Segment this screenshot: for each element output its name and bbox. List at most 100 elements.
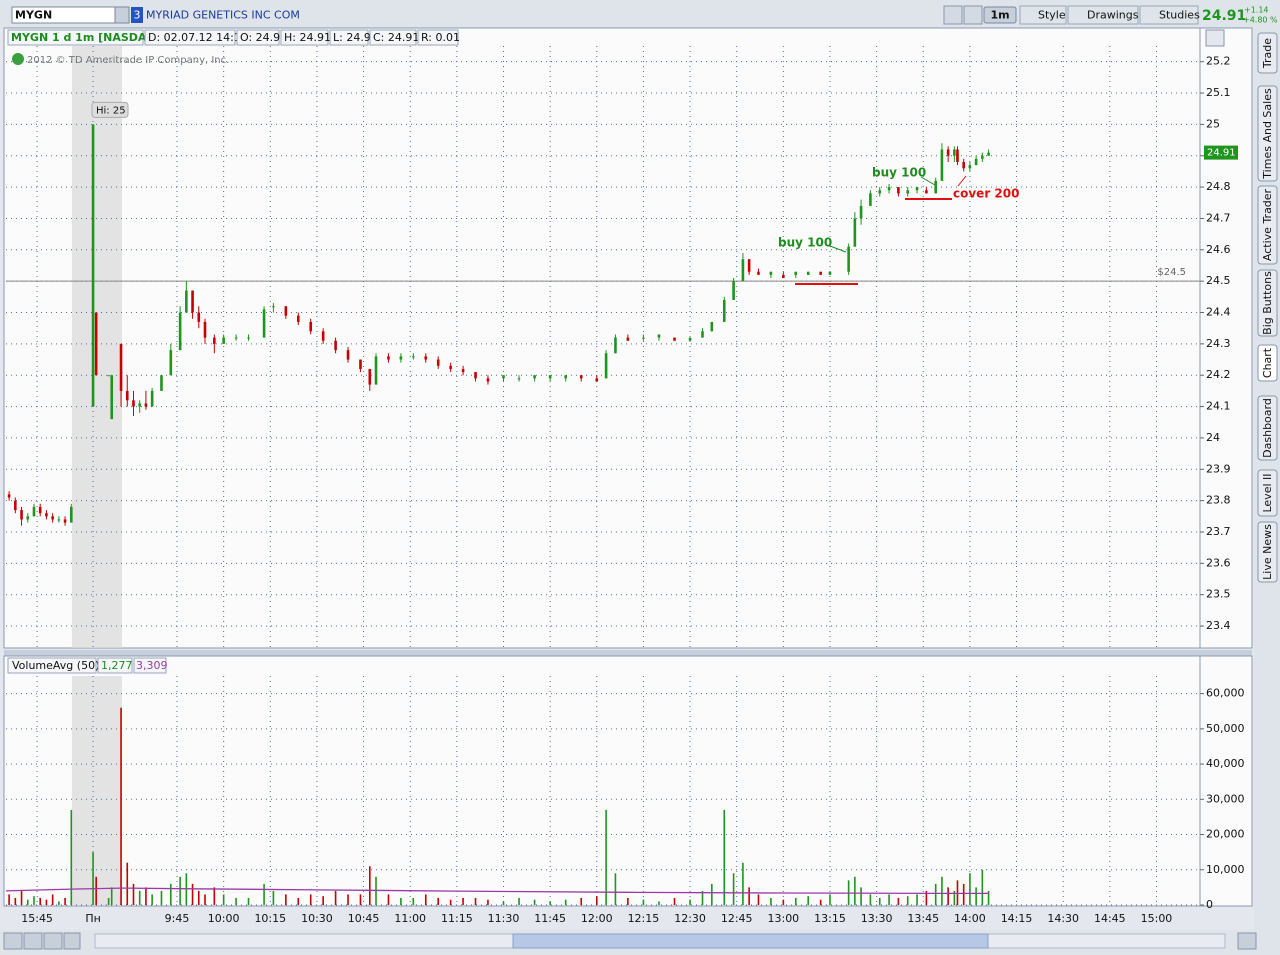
y-tick-label: 24.8	[1206, 180, 1231, 193]
x-tick-label: 10:45	[348, 912, 380, 925]
volume-bar	[33, 896, 35, 905]
info-text: R: 0.01	[421, 31, 460, 44]
zoom-in-button[interactable]	[23, 932, 43, 950]
candle-body	[424, 356, 428, 360]
studies-button[interactable]	[1139, 5, 1199, 25]
candle-body	[722, 299, 726, 322]
candle-body	[94, 312, 98, 376]
candle-body	[309, 321, 313, 332]
last-price-label: 24.91	[1207, 148, 1236, 159]
pane-splitter[interactable]	[4, 650, 1252, 656]
y-tick-label: 25.2	[1206, 55, 1231, 68]
volume-bar	[860, 887, 862, 905]
x-tick-label: 12:00	[581, 912, 613, 925]
candle-body	[110, 375, 114, 420]
side-tab[interactable]	[1257, 32, 1278, 74]
timeframe-button[interactable]	[983, 6, 1017, 24]
zoom-out-button[interactable]	[43, 932, 63, 950]
info-icon[interactable]	[12, 53, 24, 65]
tool-button[interactable]	[943, 5, 963, 25]
volume-bar	[92, 852, 94, 905]
candle-body	[934, 180, 938, 194]
volume-bar	[487, 899, 489, 905]
volume-bar	[145, 887, 147, 905]
arrow	[957, 175, 967, 187]
volume-bar	[673, 897, 676, 905]
volume-bar	[869, 894, 872, 905]
last-price-tag	[1204, 145, 1238, 160]
volume-bar	[897, 897, 900, 905]
change: +1.14	[1244, 6, 1269, 15]
candle-body	[614, 337, 617, 354]
side-tab[interactable]	[1257, 269, 1278, 337]
change-pct: +4.80 %	[1243, 16, 1278, 25]
zoom-button[interactable]	[3, 932, 23, 950]
y-tick-label: 23.8	[1206, 494, 1231, 507]
candle-body	[962, 162, 965, 169]
candle-body	[502, 375, 505, 379]
volume-bar	[107, 897, 110, 905]
volume-bar	[962, 883, 965, 905]
side-tab-label: Level II	[1261, 473, 1274, 512]
candle-body	[26, 516, 30, 520]
study-box	[7, 657, 97, 674]
dropdown[interactable]	[114, 6, 130, 24]
volume-avg-line	[5, 887, 989, 895]
pane-menu[interactable]	[1205, 29, 1225, 47]
volume-bar	[742, 862, 744, 905]
link-box[interactable]	[131, 7, 143, 23]
button-label: 1m	[990, 9, 1009, 22]
drawings-button[interactable]	[1067, 5, 1139, 25]
side-tab[interactable]	[1257, 469, 1278, 517]
volume-bar	[723, 809, 726, 905]
y-tick-label: 0	[1206, 898, 1213, 911]
volume-bar	[213, 887, 216, 905]
trade-annotation: buy 100	[872, 166, 926, 180]
candle-body	[132, 400, 135, 407]
candle-body	[869, 193, 872, 206]
candle-body	[806, 271, 810, 275]
volume-bar	[549, 901, 551, 905]
candle-body	[63, 519, 67, 523]
x-tick-label: 10:00	[208, 912, 240, 925]
candle-body	[197, 312, 201, 322]
x-tick-label: 14:30	[1047, 912, 1079, 925]
volume-bar	[110, 887, 113, 905]
volume-bar	[412, 897, 415, 905]
candle-body	[45, 513, 48, 517]
side-tab[interactable]	[1257, 85, 1278, 182]
volume-bar	[829, 894, 831, 905]
volume-bar	[953, 890, 956, 905]
info-box	[369, 29, 417, 46]
y-tick-label: 23.7	[1206, 525, 1231, 538]
scroll-thumb[interactable]	[512, 933, 989, 949]
side-tab[interactable]	[1257, 185, 1278, 265]
tool-button[interactable]	[963, 5, 983, 25]
volume-bar	[263, 883, 265, 905]
volume-bar	[191, 883, 194, 905]
x-tick-label: 12:30	[674, 912, 706, 925]
candle-body	[657, 334, 661, 338]
x-tick-label: 11:15	[441, 912, 473, 925]
side-tab[interactable]	[1257, 395, 1278, 461]
x-tick-label: 14:15	[1001, 912, 1033, 925]
side-tab-label: Times And Sales	[1261, 88, 1274, 180]
candle-body	[897, 187, 900, 194]
ruler-button[interactable]	[63, 932, 81, 950]
info-box	[280, 29, 329, 46]
style-button[interactable]	[1019, 5, 1067, 25]
side-tab[interactable]	[1257, 521, 1278, 583]
info-text: H: 24.91	[284, 31, 331, 44]
volume-axis	[1199, 655, 1253, 907]
candle-body	[150, 390, 154, 407]
volume-bar	[807, 896, 810, 905]
volume-bar	[925, 890, 928, 905]
candle-body	[710, 321, 714, 332]
side-tab-label: Active Trader	[1261, 188, 1274, 261]
button-label: Studies	[1159, 9, 1200, 22]
expand-button[interactable]	[1237, 932, 1257, 950]
side-tab[interactable]	[1257, 344, 1278, 382]
volume-bar	[368, 866, 371, 905]
candle-body	[14, 500, 17, 511]
candle-body	[368, 368, 372, 385]
